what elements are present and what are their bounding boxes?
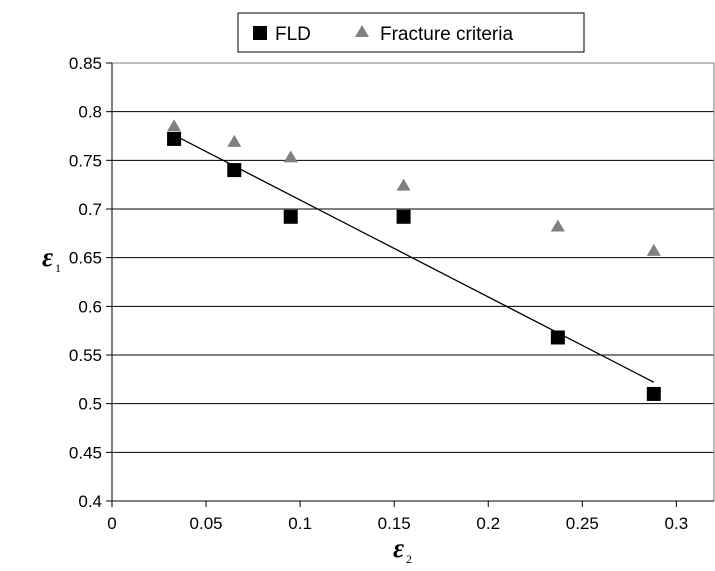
legend: FLD Fracture criteria [237,12,585,53]
y-tick-label: 0.85 [69,54,102,73]
fld-trendline-group [173,134,655,383]
fld-point [550,330,565,345]
y-tick-label: 0.45 [69,443,102,462]
x-tick-label: 0.1 [288,514,312,533]
fld-point [396,209,411,224]
x-tick-label: 0.15 [378,514,411,533]
y-axis-title-symbol: ε [42,242,53,272]
y-axis-title-subscript: 1 [55,261,61,275]
fracture-criteria-point [283,150,298,163]
x-axis-title-symbol: ε [393,533,404,563]
fracture-criteria-point [550,219,565,232]
x-tick-label: 0.3 [665,514,689,533]
y-tick-label: 0.4 [78,492,102,511]
fracture-criteria-point [227,134,242,147]
fracture-criteria-point [396,178,411,191]
fracture-criteria-point [646,243,661,256]
y-tick-label: 0.55 [69,346,102,365]
y-tick-label: 0.7 [78,200,102,219]
fld-point [646,386,661,401]
fracture-criteria-point [167,119,182,132]
x-tick-label: 0 [107,514,116,533]
legend-square-icon [253,26,267,40]
fld-point [283,209,298,224]
x-axis-title-subscript: 2 [406,552,412,566]
legend-label-fld: FLD [275,24,311,45]
plot-frame [111,62,715,502]
x-tick-label: 0.05 [190,514,223,533]
legend-box [237,12,585,53]
y-tick-label: 0.8 [78,103,102,122]
x-tick-label: 0.25 [566,514,599,533]
fld-point [227,163,242,178]
x-tick-label: 0.2 [476,514,500,533]
y-tick-label: 0.6 [78,297,102,316]
y-tick-label: 0.5 [78,395,102,414]
legend-triangle-icon [355,25,369,37]
axis-ticks: 0.4 0.45 0.5 0.55 0.6 0.65 0.7 0.75 0.8 0.85 0 0.05… [69,54,688,533]
fld-trendline [173,134,655,383]
y-tick-label: 0.65 [69,249,102,268]
data-marks [167,119,661,401]
fld-point [167,131,182,146]
y-tick-label: 0.75 [69,151,102,170]
legend-label-fracture: Fracture criteria [380,24,513,45]
